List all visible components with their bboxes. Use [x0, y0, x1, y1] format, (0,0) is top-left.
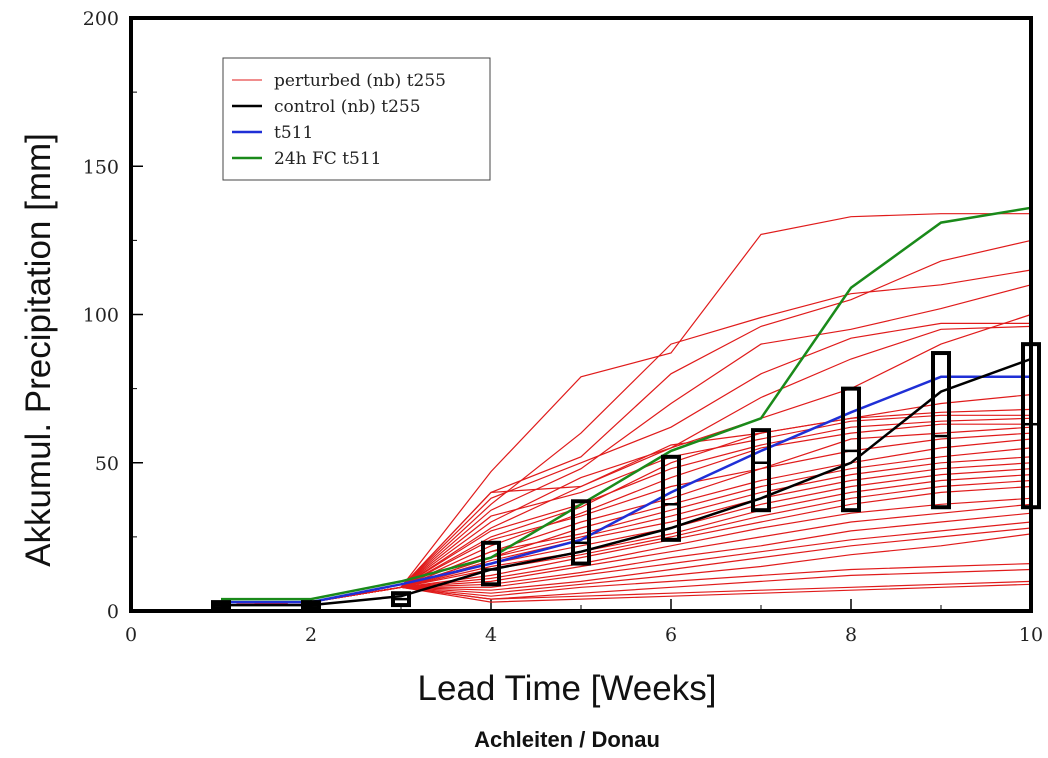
legend-label: perturbed (nb) t255 [274, 71, 446, 91]
x-axis-title: Lead Time [Weeks] [418, 669, 717, 708]
x-tick-label: 6 [665, 624, 677, 646]
legend-label: control (nb) t255 [274, 97, 421, 117]
x-tick-label: 4 [485, 624, 497, 646]
legend-label: 24h FC t511 [274, 149, 381, 169]
perturbed-series [220, 213, 1032, 606]
spread-box [931, 351, 951, 510]
station-caption: Achleiten / Donau [474, 727, 660, 752]
x-tick-label: 10 [1019, 624, 1043, 646]
t511-line [221, 375, 1031, 604]
x-tick-label: 8 [845, 624, 857, 646]
fc-t511-line [221, 206, 1032, 601]
plot-frame [129, 16, 1033, 613]
spread-box [841, 386, 861, 513]
legend-label: t511 [274, 123, 313, 143]
spread-box [751, 428, 771, 513]
x-tick-label: 0 [125, 624, 137, 646]
control-line [221, 357, 1032, 607]
spread-box [481, 540, 501, 587]
y-tick-label: 50 [95, 453, 119, 475]
perturbed-member-line [220, 583, 1032, 606]
y-tick-label: 100 [83, 305, 119, 327]
y-tick-label: 150 [83, 156, 119, 178]
x-tick-label: 2 [305, 624, 317, 646]
spread-box [661, 454, 681, 542]
legend-box [222, 57, 491, 181]
spread-box [571, 499, 591, 566]
y-axis-title: Akkumul. Precipitation [mm] [19, 133, 58, 567]
main-series [221, 206, 1032, 607]
y-tick-label: 200 [83, 8, 119, 30]
legend: perturbed (nb) t255 control (nb) t255 t511… [222, 57, 491, 181]
y-tick-label: 0 [107, 601, 119, 623]
